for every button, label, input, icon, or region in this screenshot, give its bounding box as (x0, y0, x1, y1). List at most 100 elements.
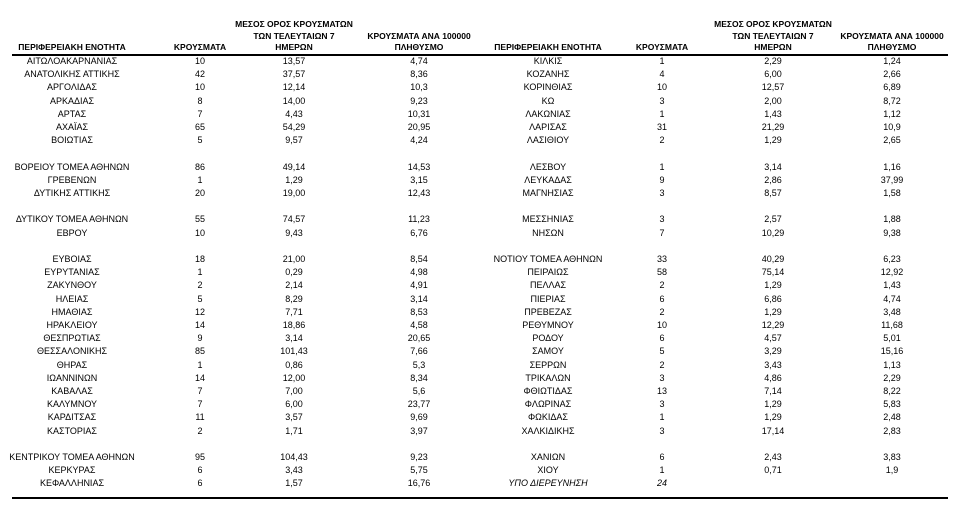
cases-cell: 12 (194, 306, 206, 317)
region-cell: ΔΥΤΙΚΟΥ ΤΟΜΕΑ ΑΘΗΝΩΝ (15, 214, 129, 225)
per-100000-cell: 16,76 (407, 478, 431, 489)
region-cell: ΤΡΙΚΑΛΩΝ (525, 372, 571, 383)
per-100000-cell: 6,23 (883, 254, 901, 264)
per-100000-cell: 10,3 (410, 82, 428, 93)
cases-cell: 10 (656, 320, 668, 330)
cases-cell: 33 (656, 254, 668, 264)
per-100000-cell: 1,9 (885, 465, 899, 476)
cases-cell: 95 (194, 452, 206, 462)
per-100000-cell: 11,68 (881, 320, 903, 330)
cases-cell: 3 (659, 425, 665, 436)
column-header: ΚΡΟΥΣΜΑΤΑ (635, 42, 689, 52)
per-100000-cell: 4,91 (410, 280, 428, 291)
cases-cell: 6 (197, 465, 203, 476)
region-cell: ΚΩ (541, 95, 555, 106)
region-cell: ΠΙΕΡΙΑΣ (530, 293, 566, 304)
region-cell: ΚΟΡΙΝΘΙΑΣ (523, 82, 573, 93)
region-cell: ΘΗΡΑΣ (56, 359, 88, 370)
region-cell: ΚΕΡΚΥΡΑΣ (48, 465, 96, 476)
cases-cell: 7 (659, 227, 665, 238)
per-100000-cell: 4,74 (883, 293, 901, 304)
column-header: ΠΛΗΘΥΣΜΟ (394, 42, 444, 52)
cases-cell: 10 (656, 82, 668, 93)
region-cell: ΚΙΛΚΙΣ (533, 56, 563, 66)
per-100000-cell: 10,9 (883, 122, 901, 132)
region-cell: ΒΟΡΕΙΟΥ ΤΟΜΕΑ ΑΘΗΝΩΝ (14, 161, 130, 172)
region-cell: ΚΟΖΑΝΗΣ (526, 69, 570, 80)
region-cell: ΛΑΣΙΘΙΟΥ (526, 135, 570, 146)
column-header: ΚΡΟΥΣΜΑΤΑ ΑΝΑ 100000 (840, 30, 944, 41)
per-100000-cell: 3,83 (883, 452, 901, 462)
region-cell: ΗΜΑΘΙΑΣ (51, 306, 93, 317)
region-cell: ΦΛΩΡΙΝΑΣ (524, 399, 572, 410)
cases-cell: 85 (194, 346, 206, 357)
seven-day-mean-cell: 54,29 (282, 122, 306, 132)
cases-cell: 18 (194, 254, 206, 264)
region-cell: ΕΒΡΟΥ (56, 227, 88, 238)
region-cell: ΚΕΝΤΡΙΚΟΥ ΤΟΜΕΑ ΑΘΗΝΩΝ (9, 452, 135, 462)
cases-cell: 10 (194, 82, 206, 93)
seven-day-mean-cell: 10,29 (761, 227, 785, 238)
region-cell: ΚΑΒΑΛΑΣ (51, 386, 93, 396)
column-header: ΠΕΡΙΦΕΡΕΙΑΚΗ ΕΝΟΤΗΤΑ (18, 42, 126, 52)
cases-cell: 1 (197, 359, 203, 370)
seven-day-mean-cell: 19,00 (282, 188, 306, 198)
cases-cell: 6 (197, 478, 203, 489)
bottom-rule (12, 497, 948, 499)
per-100000-cell: 1,24 (883, 56, 901, 66)
per-100000-cell: 8,54 (410, 254, 428, 264)
seven-day-mean-cell: 1,29 (764, 135, 782, 146)
per-100000-cell: 4,24 (410, 135, 428, 146)
per-100000-cell: 5,3 (412, 359, 426, 370)
seven-day-mean-cell: 4,86 (764, 372, 782, 383)
cases-cell: 5 (659, 346, 665, 357)
seven-day-mean-cell: 8,29 (285, 293, 303, 304)
cases-cell: 1 (197, 267, 203, 278)
cases-cell: 7 (197, 399, 203, 410)
cases-cell: 3 (659, 214, 665, 225)
per-100000-cell: 37,99 (880, 174, 904, 185)
seven-day-mean-cell: 3,14 (285, 333, 303, 344)
seven-day-mean-cell: 12,29 (761, 320, 785, 330)
seven-day-mean-cell: 3,43 (285, 465, 303, 476)
region-cell: ΜΕΣΣΗΝΙΑΣ (522, 214, 574, 225)
seven-day-mean-cell: 3,43 (764, 359, 782, 370)
region-cell: ΧΑΛΚΙΔΙΚΗΣ (521, 425, 575, 436)
region-cell: ΑΙΤΩΛΟΑΚΑΡΝΑΝΙΑΣ (26, 56, 118, 66)
cases-cell: 2 (659, 306, 665, 317)
cases-cell: 24 (656, 478, 668, 489)
region-cell: ΑΡΓΟΛΙΔΑΣ (47, 82, 97, 93)
region-cell: ΠΕΛΛΑΣ (529, 280, 567, 291)
seven-day-mean-cell: 0,29 (285, 267, 303, 278)
seven-day-mean-cell: 9,43 (285, 227, 303, 238)
region-cell: ΝΟΤΙΟΥ ΤΟΜΕΑ ΑΘΗΝΩΝ (493, 254, 603, 264)
per-100000-cell: 5,6 (412, 386, 426, 396)
column-header: ΤΩΝ ΤΕΛΕΥΤΑΙΩΝ 7 (253, 30, 335, 41)
region-cell: ΙΩΑΝΝΙΝΩΝ (46, 372, 98, 383)
column-header: ΗΜΕΡΩΝ (754, 42, 792, 52)
cases-cell: 1 (659, 56, 665, 66)
cases-cell: 10 (194, 227, 206, 238)
cases-cell: 7 (197, 108, 203, 119)
seven-day-mean-cell: 2,00 (764, 95, 782, 106)
cases-cell: 11 (195, 412, 205, 423)
seven-day-mean-cell: 104,43 (280, 452, 308, 462)
region-cell: ΠΕΙΡΑΙΩΣ (527, 267, 569, 278)
region-cell: ΡΕΘΥΜΝΟΥ (522, 320, 574, 330)
cases-cell: 3 (659, 372, 665, 383)
per-100000-cell: 9,38 (883, 227, 901, 238)
per-100000-cell: 5,01 (883, 333, 901, 344)
cases-cell: 3 (659, 95, 665, 106)
per-100000-cell: 1,16 (883, 161, 901, 172)
cases-cell: 7 (197, 386, 203, 396)
seven-day-mean-cell: 8,57 (764, 188, 782, 198)
per-100000-cell: 8,72 (883, 95, 901, 106)
per-100000-cell: 2,29 (883, 372, 901, 383)
seven-day-mean-cell: 1,71 (285, 425, 303, 436)
cases-cell: 9 (197, 333, 203, 344)
seven-day-mean-cell: 0,71 (764, 465, 782, 476)
per-100000-cell: 8,53 (410, 306, 428, 317)
per-100000-cell: 11,23 (408, 214, 430, 225)
per-100000-cell: 1,13 (883, 359, 901, 370)
region-cell: ΛΕΥΚΑΔΑΣ (524, 174, 572, 185)
